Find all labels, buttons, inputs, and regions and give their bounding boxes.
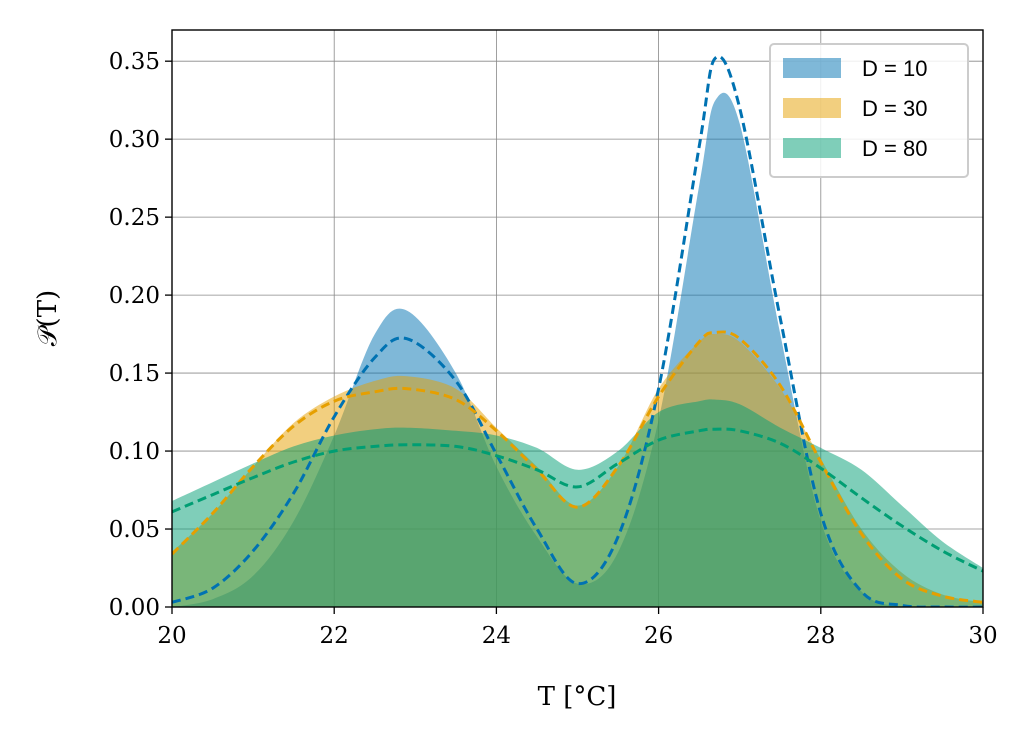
histogram-area-d-80 <box>172 399 983 607</box>
x-tick-label: 30 <box>968 623 997 649</box>
legend-label-d-10: D = 10 <box>862 56 927 81</box>
y-tick-label: 0.35 <box>109 49 160 75</box>
fit-curve-d-10 <box>172 55 983 607</box>
x-tick-label: 26 <box>644 623 673 649</box>
histogram-areas <box>172 92 983 607</box>
y-tick-label: 0.05 <box>109 517 160 543</box>
y-tick-label: 0.00 <box>109 595 160 621</box>
x-axis-ticks: 20 22 24 26 28 30 <box>157 607 998 649</box>
fit-curve-d-80 <box>172 427 983 573</box>
fit-curve-d-30 <box>172 330 983 604</box>
y-tick-label: 0.30 <box>109 127 160 153</box>
x-tick-label: 20 <box>157 623 186 649</box>
plot-frame <box>171 29 984 608</box>
fit-curves <box>172 55 983 607</box>
legend-swatch-d-30 <box>783 98 841 118</box>
y-axis-ticks: 0.00 0.05 0.10 0.15 0.20 0.25 0.30 0.35 <box>109 49 172 621</box>
x-tick-label: 24 <box>482 623 511 649</box>
legend-swatch-d-10 <box>783 58 841 78</box>
y-tick-label: 0.20 <box>109 283 160 309</box>
legend-label-d-30: D = 30 <box>862 96 927 121</box>
y-tick-label: 0.15 <box>109 361 160 387</box>
y-tick-label: 0.10 <box>109 439 160 465</box>
y-tick-label: 0.25 <box>109 205 160 231</box>
x-tick-label: 28 <box>806 623 835 649</box>
x-axis-label: T [°C] <box>538 682 617 712</box>
legend: D = 10 D = 30 D = 80 <box>769 43 969 178</box>
x-tick-label: 22 <box>320 623 349 649</box>
legend-label-d-80: D = 80 <box>862 136 927 161</box>
y-axis-label: 𝒫(T) <box>33 290 63 346</box>
legend-swatch-d-80 <box>783 138 841 158</box>
